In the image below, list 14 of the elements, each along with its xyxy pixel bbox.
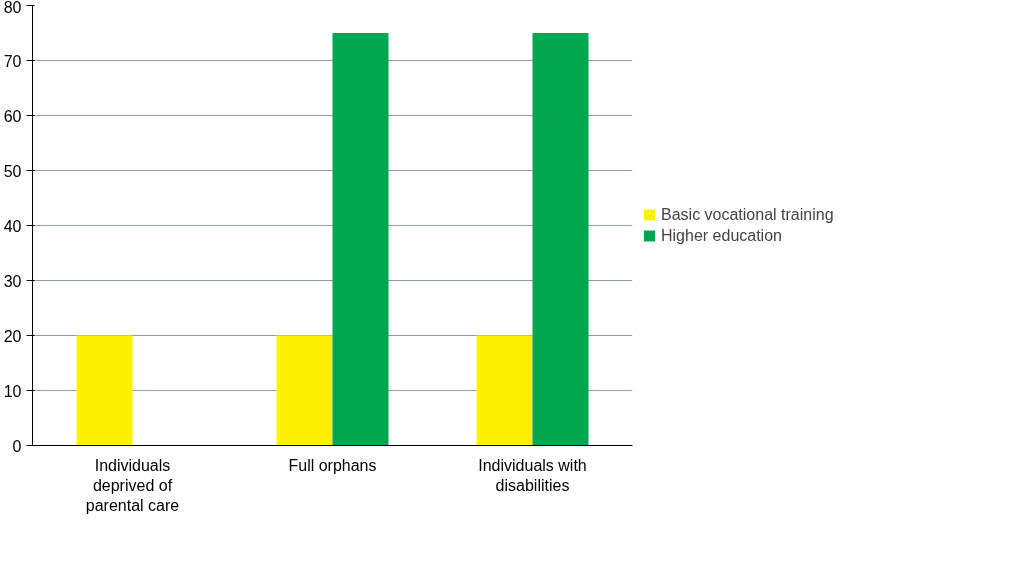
y-tick-label: 20 xyxy=(3,327,22,345)
y-tick-label: 30 xyxy=(3,272,22,290)
x-tick-label: Individuals with disabilities xyxy=(478,456,587,494)
y-tick-label: 0 xyxy=(12,437,22,455)
y-tick-label: 80 xyxy=(3,0,22,16)
y-tick-label: 40 xyxy=(3,217,22,235)
y-tick-label: 50 xyxy=(3,162,22,180)
x-tick-label: Individuals deprived of parental care xyxy=(85,456,180,515)
y-tick-label: 60 xyxy=(3,107,22,125)
y-tick-label: 70 xyxy=(3,52,22,70)
x-tick-label: Full orphans xyxy=(288,456,377,474)
y-tick-label: 10 xyxy=(3,382,22,400)
legend-label: Basic vocational training xyxy=(661,205,834,224)
legend-label: Higher education xyxy=(661,226,782,245)
